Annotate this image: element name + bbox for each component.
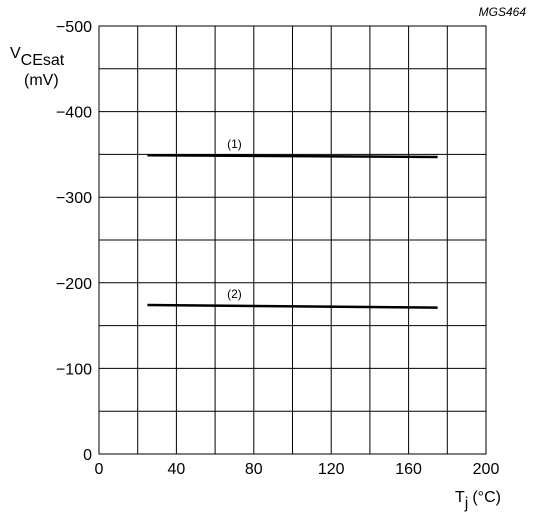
x-axis-label: Tj (°C) bbox=[455, 489, 501, 512]
series-group: (1) (2) bbox=[147, 137, 438, 309]
y-axis-unit: (mV) bbox=[24, 72, 59, 89]
x-tick-label: 40 bbox=[168, 461, 186, 478]
plot-frame bbox=[98, 25, 487, 455]
y-tick-label: −300 bbox=[56, 190, 92, 207]
grid bbox=[99, 26, 486, 454]
series-label-1: (1) bbox=[227, 137, 242, 151]
x-tick-label: 80 bbox=[245, 461, 263, 478]
x-tick-labels: 0 40 80 120 160 200 bbox=[95, 461, 500, 478]
y-tick-label: −500 bbox=[56, 19, 92, 36]
y-tick-label: −100 bbox=[56, 361, 92, 378]
series-label-2: (2) bbox=[227, 287, 242, 301]
x-axis-label-unit: (°C) bbox=[472, 489, 501, 506]
y-tick-labels: 0 −100 −200 −300 −400 −500 bbox=[56, 19, 92, 464]
y-axis-label-sub: CEsat bbox=[21, 52, 65, 69]
x-tick-label: 200 bbox=[473, 461, 500, 478]
y-axis-label: VCEsat bbox=[10, 45, 65, 69]
y-tick-label: 0 bbox=[83, 447, 92, 464]
x-axis-label-sub: j bbox=[464, 495, 469, 512]
x-axis-label-main: T bbox=[455, 489, 465, 506]
y-tick-label: −200 bbox=[56, 276, 92, 293]
y-axis-label-main: V bbox=[10, 45, 21, 62]
x-tick-label: 120 bbox=[318, 461, 345, 478]
x-tick-label: 0 bbox=[95, 461, 104, 478]
x-tick-label: 160 bbox=[395, 461, 422, 478]
series-line-1 bbox=[147, 154, 438, 159]
y-tick-label: −400 bbox=[56, 105, 92, 122]
series-line-2 bbox=[147, 303, 438, 309]
figure-code: MGS464 bbox=[479, 5, 527, 19]
